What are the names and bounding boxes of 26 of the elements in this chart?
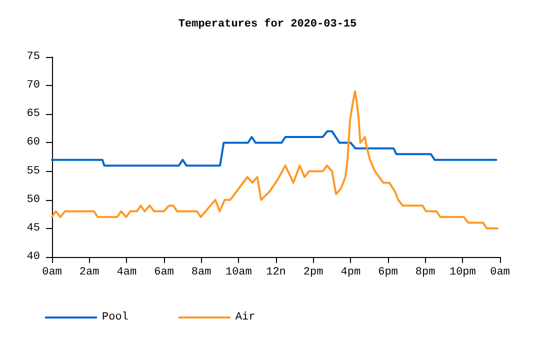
x-tick-label: 0am [490,266,510,278]
x-tick-label: 6pm [378,266,398,278]
y-tick-label: 65 [26,108,40,120]
y-tick-label: 75 [26,51,40,63]
line-series [51,130,498,167]
legend-label: Pool [102,312,128,324]
x-tick-label: 12n [266,266,286,278]
x-tick-label: 2pm [303,266,324,278]
y-tick-label: 60 [26,136,40,149]
x-tick-label: 4am [116,266,137,278]
x-tick-label: 8pm [415,266,436,278]
y-tick-label: 45 [26,222,40,234]
x-tick-label: 6am [154,266,174,278]
line-series [51,90,499,230]
x-tick-label: 4pm [340,266,361,278]
y-tick-label: 70 [26,80,40,92]
x-tick-label: 8am [191,266,212,278]
y-tick-label: 50 [26,194,40,206]
legend-label: Air [235,312,256,324]
chart-title: Temperatures for 2020-03-15 [178,18,358,30]
x-tick-label: 10am [225,266,252,278]
x-tick-label: 2am [79,266,100,278]
y-tick-label: 40 [26,251,40,263]
x-tick-label: 0am [42,266,62,278]
x-tick-label: 10pm [449,266,476,278]
y-tick-label: 55 [26,165,40,178]
